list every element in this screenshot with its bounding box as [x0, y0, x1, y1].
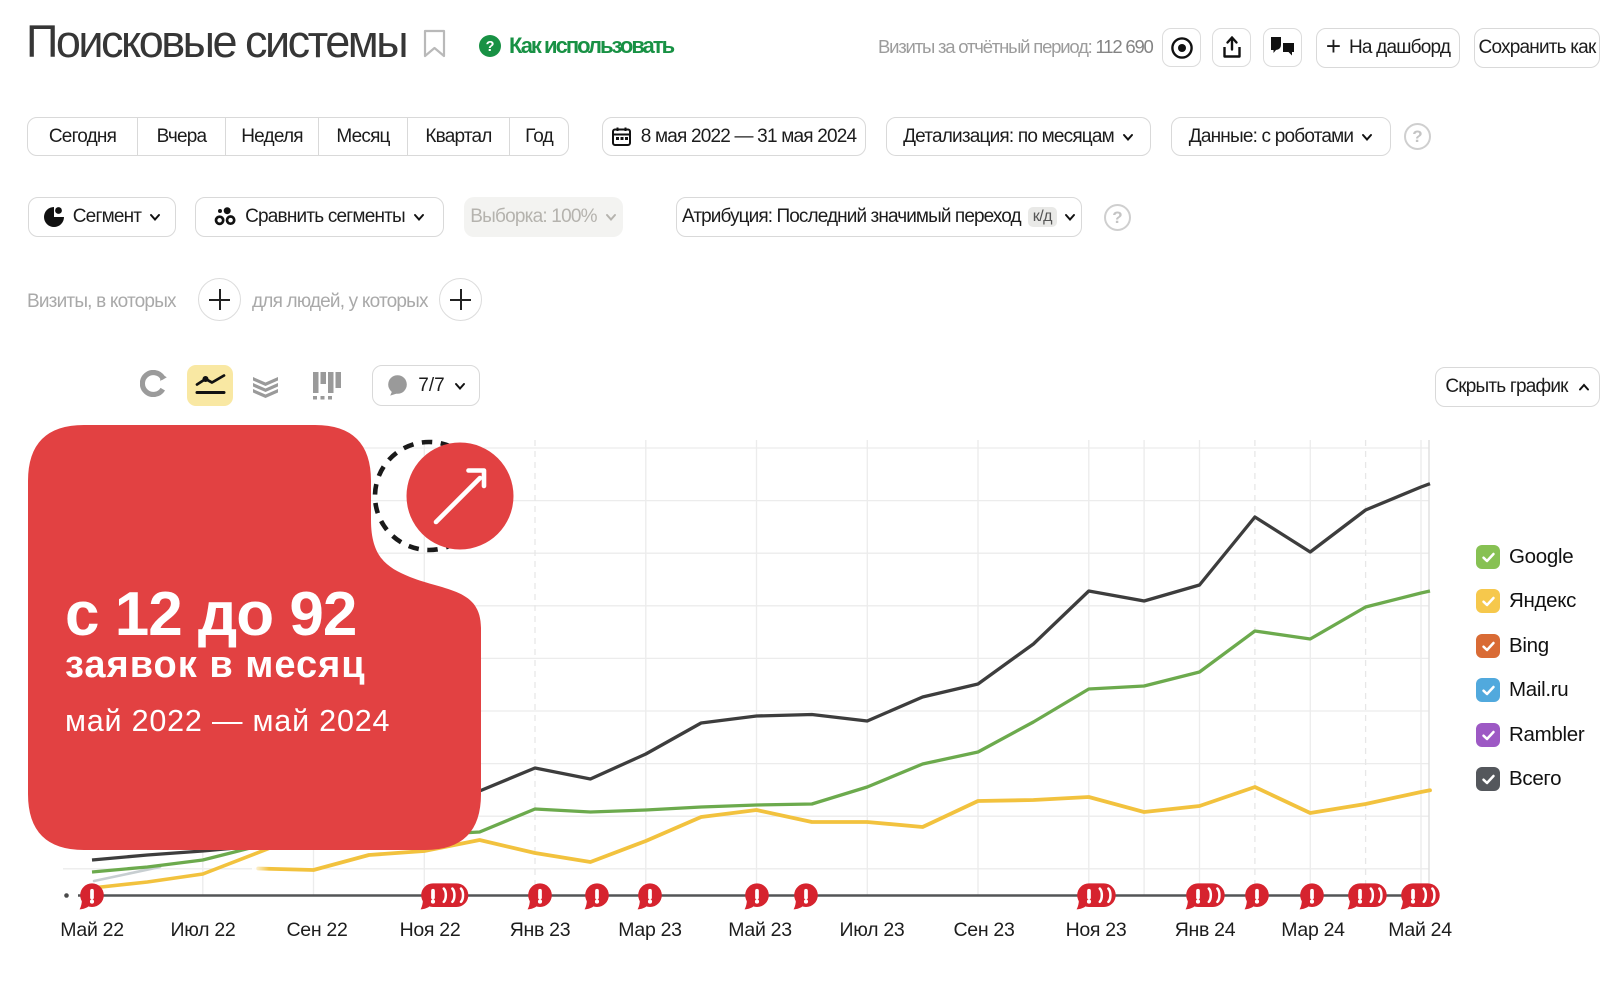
svg-text:?: ? [486, 39, 495, 55]
svg-text:заявок в месяц: заявок в месяц [65, 644, 366, 686]
svg-text:май 2022 — май 2024: май 2022 — май 2024 [65, 704, 390, 738]
svg-text:с 12 до 92: с 12 до 92 [65, 580, 356, 649]
